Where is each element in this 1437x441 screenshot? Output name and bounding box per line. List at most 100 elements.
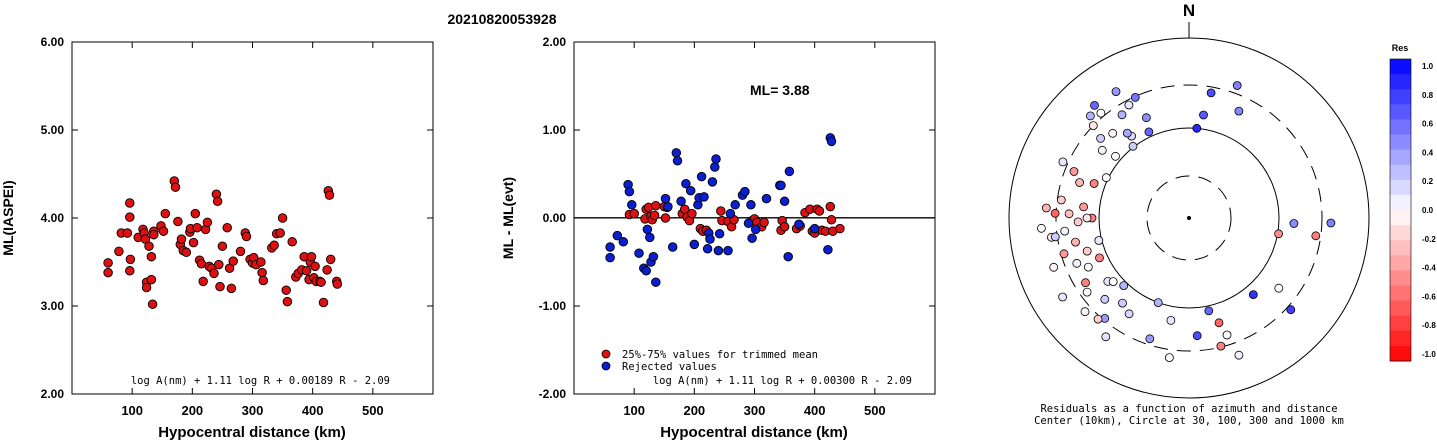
colorbar-tick-label: -0.8 xyxy=(1422,321,1436,330)
station-marker xyxy=(1128,141,1138,151)
y-tick-label: 0.00 xyxy=(543,211,567,225)
colorbar-cell xyxy=(1390,74,1411,90)
data-point xyxy=(196,259,207,269)
data-point xyxy=(282,296,293,307)
y-axis-label: ML(IASPEI) xyxy=(0,180,16,255)
station-marker xyxy=(1289,219,1299,228)
data-point xyxy=(629,208,639,219)
axis-ticks: 100 200 300 400 500 2.00 3.00 4.00 5.00 6.00 xyxy=(41,35,433,418)
station-marker xyxy=(1082,287,1092,297)
data-point xyxy=(188,237,199,248)
data-point xyxy=(645,232,655,243)
colorbar-cell xyxy=(1390,345,1411,362)
data-point xyxy=(747,233,757,243)
station-marker xyxy=(1234,350,1244,360)
station-marker xyxy=(1097,145,1107,155)
station-marker xyxy=(1122,128,1132,138)
data-point xyxy=(776,180,786,191)
colorbar-cell xyxy=(1390,119,1411,135)
station-marker xyxy=(1050,208,1060,218)
station-marker xyxy=(1206,88,1216,98)
data-point xyxy=(125,212,135,222)
data-point xyxy=(144,241,154,251)
y-axis-label: ML - ML(evt) xyxy=(500,177,516,259)
data-point xyxy=(214,259,224,270)
data-point xyxy=(215,281,225,292)
data-point xyxy=(746,200,756,210)
legend-marker-accepted xyxy=(601,349,611,359)
station-marker xyxy=(1050,232,1060,242)
x-tick-label: 500 xyxy=(362,403,384,418)
data-point xyxy=(705,234,715,244)
data-point xyxy=(624,186,635,197)
data-point xyxy=(740,186,750,197)
data-point xyxy=(181,247,192,258)
data-point xyxy=(176,234,187,244)
station-marker xyxy=(1274,283,1284,293)
station-marker xyxy=(1108,128,1118,138)
y-tick-label: 3.00 xyxy=(41,299,65,313)
station-markers xyxy=(1037,81,1336,363)
data-point xyxy=(823,244,833,255)
data-point xyxy=(190,208,201,219)
station-marker xyxy=(1071,237,1080,247)
data-point xyxy=(784,166,795,177)
station-marker xyxy=(1166,315,1176,325)
station-marker xyxy=(1080,307,1090,317)
colorbar-cell xyxy=(1390,179,1411,196)
station-marker xyxy=(1079,202,1088,212)
colorbar-cell xyxy=(1390,270,1411,286)
colorbar-tick-label: -0.6 xyxy=(1422,292,1436,301)
data-point xyxy=(779,222,790,232)
station-marker xyxy=(1093,314,1103,324)
x-tick-label: 100 xyxy=(121,403,143,418)
x-tick-label: 400 xyxy=(804,403,826,418)
data-point xyxy=(667,242,678,252)
colorbar-cell xyxy=(1390,240,1411,256)
data-point xyxy=(711,154,721,164)
data-point xyxy=(814,206,825,216)
axis-ticks: 100 200 300 400 500 -2.00 -1.00 0.00 1.00 2.00 xyxy=(539,35,935,418)
station-marker xyxy=(1064,209,1074,219)
x-tick-label: 200 xyxy=(683,403,705,418)
colorbar-tick-label: 0.4 xyxy=(1422,148,1434,157)
station-marker xyxy=(1081,278,1090,288)
data-point xyxy=(258,275,269,286)
x-axis-label: Hypocentral distance (km) xyxy=(660,424,848,441)
colorbar-cell xyxy=(1390,134,1411,151)
station-marker xyxy=(1153,298,1163,308)
data-point xyxy=(287,237,297,247)
colorbar-tick-label: 0.2 xyxy=(1422,177,1434,186)
station-marker xyxy=(1204,306,1214,316)
station-marker xyxy=(1096,108,1106,118)
data-point xyxy=(660,193,671,204)
colorbar-tick-label: 0.6 xyxy=(1422,120,1434,129)
caption-line-1: Residuals as a function of azimuth and d… xyxy=(1040,403,1337,415)
station-marker xyxy=(1072,258,1082,268)
station-marker xyxy=(1073,217,1083,227)
station-marker xyxy=(1222,330,1232,340)
figure-title: 20210820053928 xyxy=(447,11,556,27)
data-point xyxy=(146,251,157,262)
colorbar-cell xyxy=(1390,210,1411,226)
data-point xyxy=(743,218,754,229)
station-marker xyxy=(1124,100,1134,110)
data-point xyxy=(676,196,686,207)
y-tick-label: -2.00 xyxy=(539,387,567,401)
data-point xyxy=(605,252,615,263)
data-point xyxy=(173,216,183,227)
station-marker xyxy=(1082,213,1092,223)
colorbar-tick-label: 0.8 xyxy=(1422,91,1434,100)
data-point xyxy=(627,200,637,210)
x-tick-label: 500 xyxy=(864,403,886,418)
station-marker xyxy=(1096,133,1105,143)
data-point xyxy=(707,177,718,187)
colorbar: Res 1.0 0.8 0.6 0.4 0.2 0.0 -0.2 -0.4 -0.6 -0.8 -1… xyxy=(1389,43,1436,362)
x-tick-label: 300 xyxy=(744,403,766,418)
colorbar-cell xyxy=(1390,300,1411,317)
station-marker xyxy=(1082,246,1092,256)
station-marker xyxy=(1311,231,1321,241)
data-point xyxy=(759,217,769,228)
data-point xyxy=(696,171,707,182)
data-point xyxy=(681,178,691,189)
